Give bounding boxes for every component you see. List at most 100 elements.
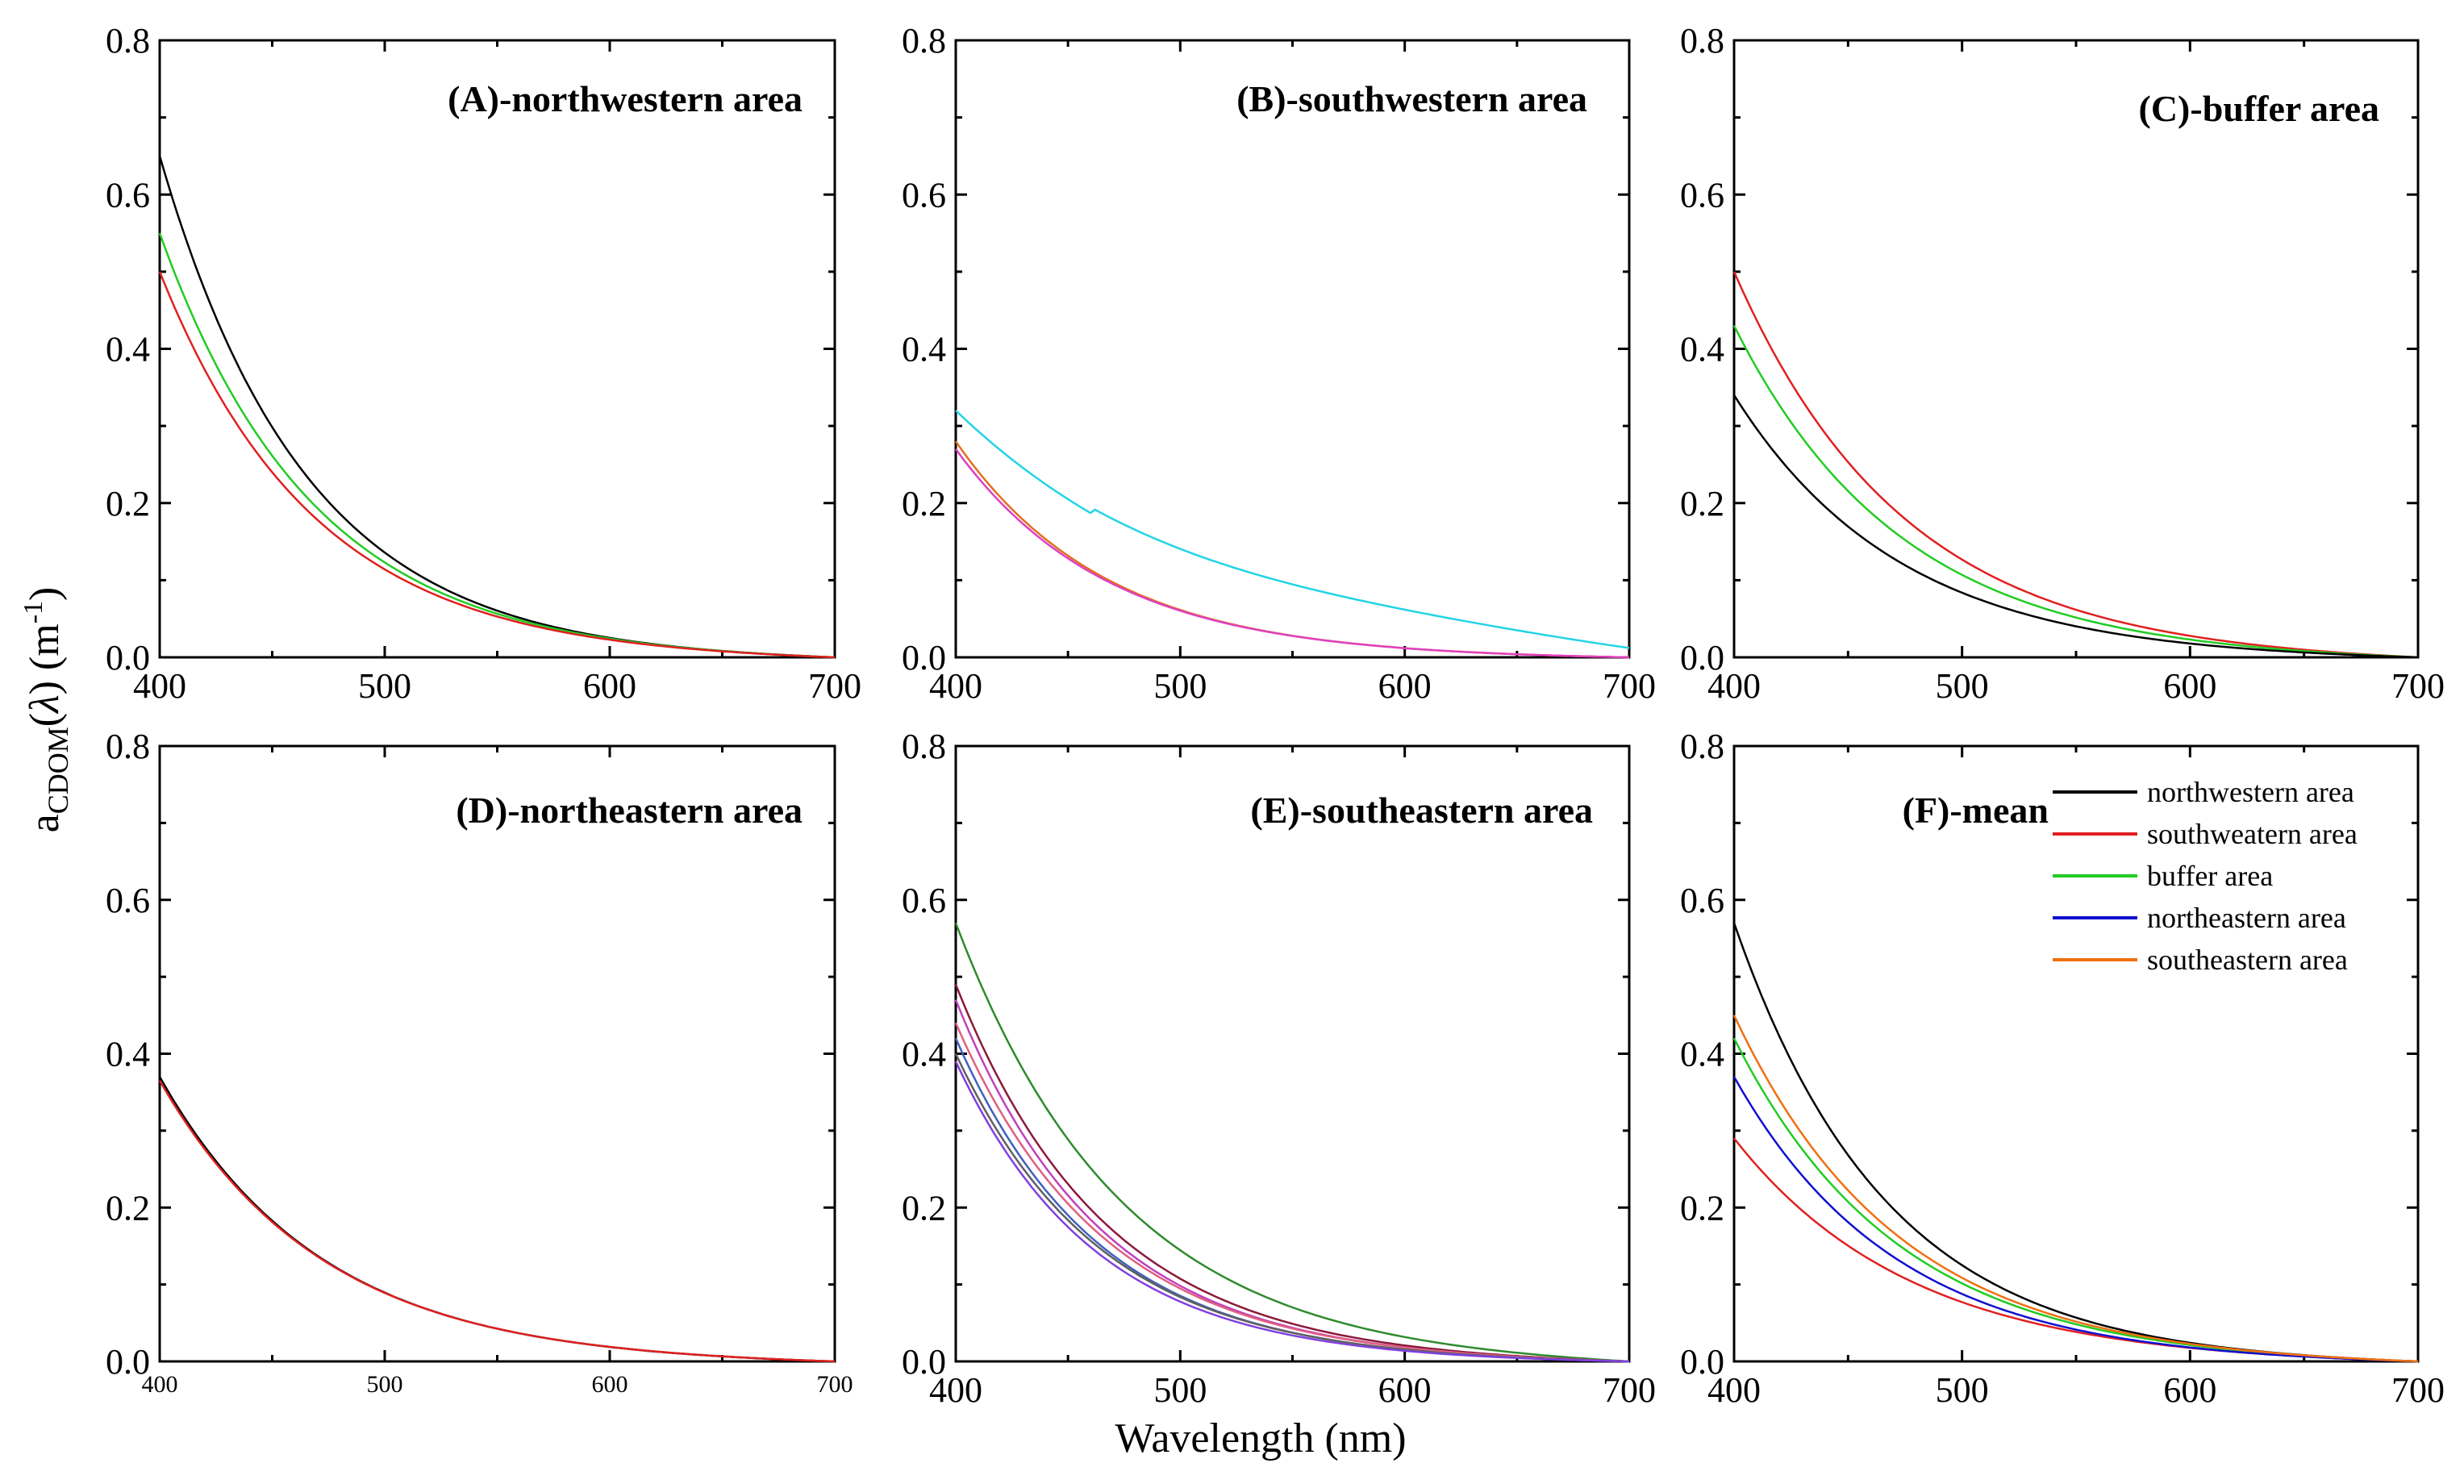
y-tick-label: 0.2 <box>1680 1188 1724 1228</box>
legend-label: northeastern area <box>2147 902 2346 934</box>
x-tick-label: 400 <box>929 666 982 706</box>
x-tick-label: 400 <box>133 666 186 706</box>
series-line-northeastern-area <box>1732 1076 2419 1363</box>
panel-title: (E)-southeastern area <box>1250 790 1593 831</box>
y-tick-label: 0.8 <box>1680 21 1724 60</box>
x-tick-label: 700 <box>808 666 861 706</box>
x-tick-label: 700 <box>2391 1370 2445 1410</box>
x-tick-label: 500 <box>1936 666 1989 706</box>
y-tick-label: 0.0 <box>106 638 150 677</box>
legend-label: southweatern area <box>2147 818 2358 850</box>
y-tick-label: 0.0 <box>902 638 946 677</box>
x-tick-label: 500 <box>367 1371 403 1398</box>
x-tick-label: 400 <box>929 1370 982 1410</box>
y-tick-label: 0.8 <box>902 21 946 60</box>
plot-frame <box>954 744 1631 1363</box>
series-line-sample-4 <box>954 1022 1630 1363</box>
y-tick-label: 0.6 <box>902 881 946 920</box>
y-tick-label: 0.2 <box>106 1188 150 1228</box>
panel-e: 0.0 0.2 0.4 0.6 0.8 400 500 600 700 (E)-southeast… <box>902 727 1656 1410</box>
series-line-southweatern-area <box>1733 1137 2419 1363</box>
y-tick-label: 0.2 <box>902 1188 946 1228</box>
x-tick-label: 500 <box>358 666 411 706</box>
series-line-sample-2 <box>158 232 836 659</box>
x-tick-label: 500 <box>1153 1370 1207 1410</box>
series-line-sample-1 <box>954 922 1630 1363</box>
y-tick-label: 0.2 <box>106 484 150 523</box>
panel-title: (F)-mean <box>1903 790 2049 831</box>
y-tick-label: 0.4 <box>902 1035 946 1074</box>
x-tick-label: 700 <box>1603 1370 1656 1410</box>
x-tick-label: 500 <box>1153 666 1207 706</box>
x-tick-label: 400 <box>1707 1370 1761 1410</box>
x-tick-label: 400 <box>142 1371 178 1398</box>
y-tick-label: 0.6 <box>1680 881 1724 920</box>
series-line-southeastern-area <box>1732 1015 2419 1363</box>
series-line-sample-7 <box>954 1061 1630 1363</box>
legend: northwestern area southweatern area buffer… <box>2053 776 2358 976</box>
plot-frame <box>954 39 1631 659</box>
panel-c: 0.0 0.2 0.4 0.6 0.8 400 500 600 700 (C)-buffer ar… <box>1680 21 2445 706</box>
panel-title: (C)-buffer area <box>2139 88 2379 129</box>
x-tick-label: 600 <box>2163 1370 2216 1410</box>
y-tick-label: 0.6 <box>902 175 946 215</box>
y-tick-label: 0.4 <box>1680 330 1724 369</box>
x-tick-label: 600 <box>583 666 636 706</box>
series-line-sample-3 <box>1732 394 2419 659</box>
y-tick-label: 0.0 <box>1680 1342 1724 1382</box>
series-line-northwestern-area <box>1732 922 2419 1363</box>
y-tick-label: 0.6 <box>106 881 150 920</box>
series-line-sample-3 <box>158 271 836 659</box>
x-tick-label: 600 <box>2163 666 2216 706</box>
x-tick-label: 600 <box>592 1371 628 1398</box>
y-axis-title-lambda: λ <box>22 694 68 715</box>
series-line-sample-2 <box>954 440 1630 659</box>
x-tick-label: 700 <box>817 1371 853 1398</box>
series-line-sample-1 <box>158 1076 836 1363</box>
y-axis-title-sub: CDOM <box>42 727 74 814</box>
series-line-sample-6 <box>954 1053 1630 1363</box>
chart-panels: 0.0 0.2 0.4 0.6 0.8 400 500 600 700 (A)-northwest… <box>106 21 2445 1410</box>
y-axis-title: aCDOM(λ) (m-1) <box>19 587 74 833</box>
y-tick-label: 0.0 <box>1680 638 1724 677</box>
panel-a: 0.0 0.2 0.4 0.6 0.8 400 500 600 700 (A)-northwest… <box>106 21 861 706</box>
x-tick-label: 700 <box>2391 666 2445 706</box>
panel-d: 0.0 0.2 0.4 0.6 0.8 400 500 600 700 (D)-northeast… <box>106 727 853 1398</box>
y-tick-label: 0.2 <box>1680 484 1724 523</box>
y-tick-label: 0.2 <box>902 484 946 523</box>
panel-title: (A)-northwestern area <box>448 78 803 119</box>
y-tick-label: 0.8 <box>106 727 150 766</box>
y-tick-label: 0.6 <box>106 175 150 215</box>
panel-title: (B)-southwestern area <box>1236 78 1587 119</box>
x-tick-label: 600 <box>1378 1370 1432 1410</box>
series-line-sample-2 <box>158 1080 836 1363</box>
plot-frame <box>1732 39 2420 659</box>
panel-b: 0.0 0.2 0.4 0.6 0.8 400 500 600 700 (B)-southwest… <box>902 21 1656 706</box>
series-line-buffer-area <box>1732 1037 2419 1363</box>
y-axis-title-close: ) <box>22 587 68 601</box>
x-axis-title: Wavelength (nm) <box>1115 1415 1406 1461</box>
x-tick-label: 400 <box>1707 666 1761 706</box>
series-line-sample-3 <box>954 448 1630 659</box>
y-tick-label: 0.8 <box>1680 727 1724 766</box>
series-line-sample-2 <box>1732 325 2419 659</box>
legend-label: buffer area <box>2147 860 2273 892</box>
series-line-sample-1 <box>158 156 836 659</box>
svg-text:aCDOM(λ) (m-1): aCDOM(λ) (m-1) <box>19 587 74 833</box>
plot-frame <box>158 39 836 659</box>
series-line-sample-1 <box>1732 271 2419 659</box>
y-axis-title-open: ( <box>22 713 68 727</box>
y-tick-label: 0.4 <box>106 1035 150 1074</box>
y-tick-label: 0.0 <box>106 1342 150 1382</box>
y-axis-title-main: a <box>22 814 68 832</box>
y-tick-label: 0.4 <box>902 330 946 369</box>
x-tick-label: 500 <box>1936 1370 1989 1410</box>
series-line-sample-5 <box>954 1037 1630 1363</box>
legend-label: northwestern area <box>2147 776 2354 808</box>
y-tick-label: 0.8 <box>106 21 150 60</box>
x-tick-label: 700 <box>1603 666 1656 706</box>
legend-label: southeastern area <box>2147 944 2348 976</box>
y-tick-label: 0.0 <box>902 1342 946 1382</box>
